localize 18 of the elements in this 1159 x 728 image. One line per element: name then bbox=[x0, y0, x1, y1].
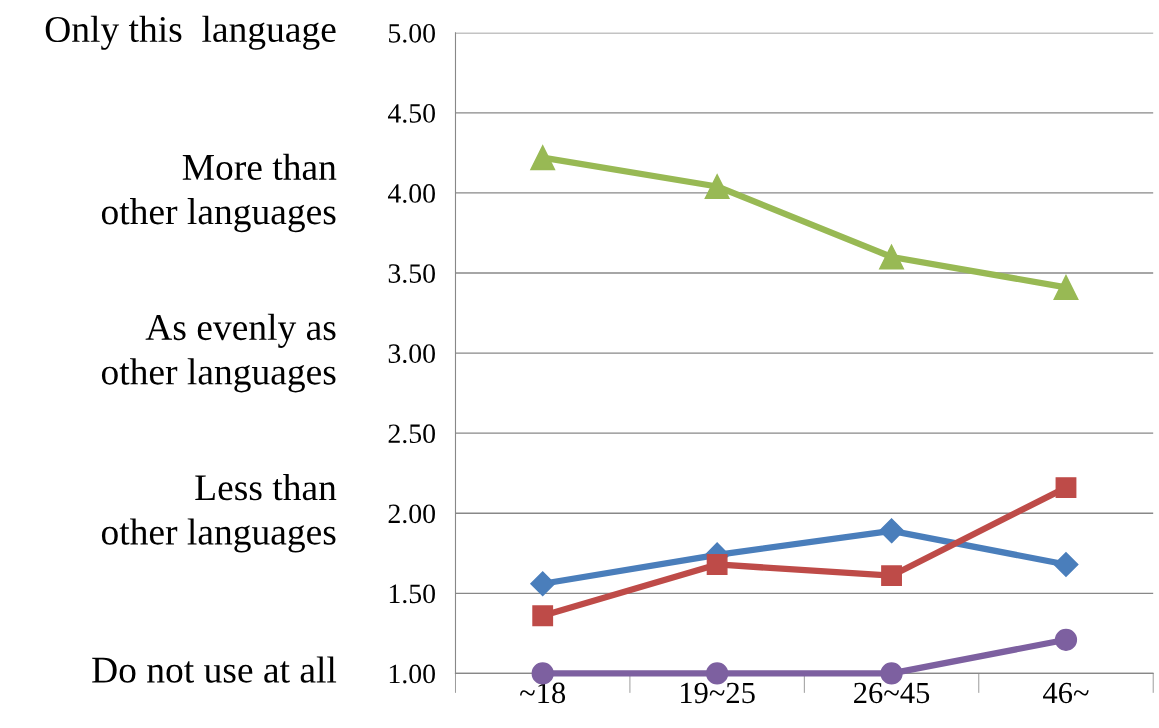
text: Less than other languages bbox=[101, 473, 337, 553]
y-tick-label: 1.00 bbox=[389, 664, 435, 684]
x-tick-label: ~18 bbox=[520, 682, 566, 704]
text: More than other languages bbox=[101, 153, 337, 233]
y-tick-label: 1.50 bbox=[389, 584, 435, 604]
y-tick-label: 2.50 bbox=[388, 424, 435, 444]
y-tick-label: 5.00 bbox=[389, 23, 435, 43]
x-tick-label: 26~45 bbox=[854, 682, 930, 704]
text: Only this language bbox=[45, 15, 336, 50]
y-tick-label: 4.50 bbox=[387, 104, 435, 123]
text: As evenly as other languages bbox=[101, 313, 336, 393]
x-tick-label: 46~ bbox=[1043, 682, 1089, 704]
y-tick-label: 4.00 bbox=[387, 184, 435, 203]
x-tick-label: 19~25 bbox=[681, 682, 755, 704]
y-tick-label: 3.50 bbox=[388, 264, 435, 284]
y-tick-label: 3.00 bbox=[388, 344, 435, 364]
text: Do not use at all bbox=[92, 656, 337, 683]
y-tick-label: 2.00 bbox=[388, 504, 435, 524]
